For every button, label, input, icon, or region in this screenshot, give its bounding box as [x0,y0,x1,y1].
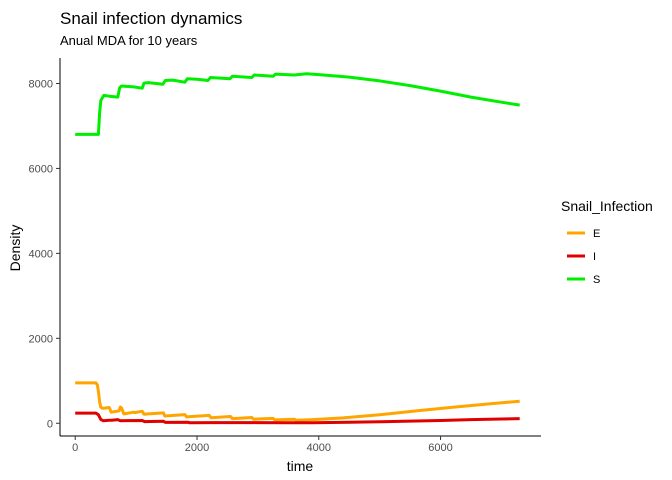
legend-label-S: S [593,274,600,286]
series-line-I [75,411,520,425]
y-tick-label: 8000 [29,78,53,90]
y-tick-label: 4000 [29,248,53,260]
legend-label-I: I [593,251,596,263]
legend-title: Snail_Infection [561,198,653,214]
y-axis-title: Density [7,225,23,272]
x-tick-label: 0 [72,442,78,454]
y-tick-label: 0 [47,418,53,430]
x-tick-label: 2000 [185,442,209,454]
plot-area: 0 2000 4000 6000 0 2000 4000 6000 8000 [29,58,541,454]
chart-subtitle: Anual MDA for 10 years [60,33,198,48]
legend-label-E: E [593,228,600,240]
y-tick-label: 2000 [29,333,53,345]
chart-title: Snail infection dynamics [60,9,242,28]
y-tick-label: 6000 [29,163,53,175]
x-tick-label: 4000 [307,442,331,454]
legend: Snail_Infection EIS [561,198,653,286]
x-axis-title: time [287,458,314,474]
series-line-E [75,381,520,422]
series-line-S [75,72,520,136]
x-tick-label: 6000 [428,442,452,454]
